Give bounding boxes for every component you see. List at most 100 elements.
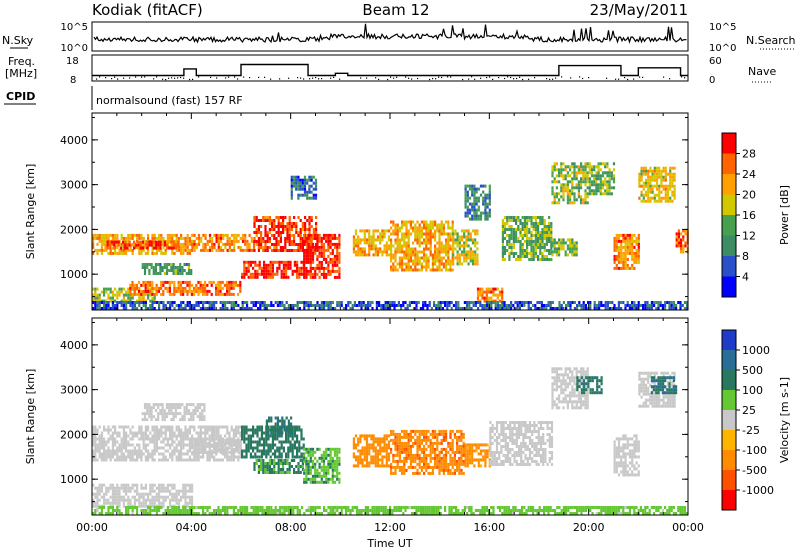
scatter-cell (336, 261, 338, 264)
scatter-cell (259, 304, 261, 307)
scatter-cell (114, 429, 116, 432)
scatter-cell (471, 203, 473, 206)
scatter-cell (647, 194, 649, 197)
scatter-cell (404, 301, 406, 304)
scatter-cell (281, 301, 283, 304)
scatter-cell (173, 453, 175, 456)
scatter-cell (184, 444, 186, 447)
scatter-cell (499, 304, 501, 307)
scatter-cell (521, 301, 523, 304)
scatter-cell (580, 304, 582, 307)
scatter-cell (192, 412, 194, 415)
nave-dot (588, 77, 589, 78)
scatter-cell (434, 248, 436, 251)
scatter-cell (398, 304, 400, 307)
scatter-cell (479, 291, 481, 294)
scatter-cell (190, 418, 192, 421)
scatter-cell (311, 219, 313, 222)
scatter-cell (143, 502, 145, 505)
scatter-cell (169, 429, 171, 432)
scatter-cell (643, 170, 645, 173)
scatter-cell (397, 263, 399, 266)
scatter-cell (565, 253, 567, 256)
scatter-cell (416, 236, 418, 239)
scatter-cell (94, 453, 96, 456)
nave-dot (174, 78, 175, 79)
scatter-cell (381, 232, 383, 235)
scatter-cell (175, 269, 177, 272)
scatter-cell (235, 435, 237, 438)
scatter-cell (501, 301, 503, 304)
scatter-cell (132, 496, 134, 499)
scatter-cell (265, 441, 267, 444)
scatter-cell (179, 269, 181, 272)
scatter-cell (291, 182, 293, 185)
scatter-cell (454, 229, 456, 232)
scatter-cell (224, 451, 226, 454)
scatter-cell (636, 255, 638, 258)
scatter-cell (96, 294, 98, 297)
scatter-cell (449, 269, 451, 272)
scatter-cell (414, 224, 416, 227)
scatter-cell (151, 459, 153, 462)
scatter-cell (401, 224, 403, 227)
scatter-cell (132, 252, 134, 255)
scatter-cell (283, 276, 285, 279)
scatter-cell (279, 301, 281, 304)
scatter-cell (321, 264, 323, 267)
scatter-cell (622, 237, 624, 240)
scatter-cell (206, 293, 208, 296)
scatter-cell (168, 406, 170, 409)
scatter-cell (489, 194, 491, 197)
scatter-cell (287, 261, 289, 264)
scatter-cell (327, 249, 329, 252)
scatter-cell (256, 216, 258, 219)
scatter-cell (114, 490, 116, 493)
scatter-cell (578, 192, 580, 195)
scatter-cell (153, 241, 155, 244)
scatter-cell (226, 293, 228, 296)
scatter-cell (195, 406, 197, 409)
scatter-cell (112, 487, 114, 490)
beam-title: Beam 12 (362, 1, 429, 19)
scatter-cell (616, 249, 618, 252)
scatter-cell (443, 248, 445, 251)
scatter-cell (267, 438, 269, 441)
scatter-cell (390, 242, 392, 245)
scatter-cell (200, 435, 202, 438)
scatter-cell (457, 238, 459, 241)
scatter-cell (638, 301, 640, 304)
scatter-cell (293, 222, 295, 225)
scatter-cell (443, 257, 445, 260)
scatter-cell (536, 301, 538, 304)
scatter-cell (220, 234, 222, 237)
scatter-cell (504, 252, 506, 255)
scatter-cell (562, 244, 564, 247)
scatter-cell (267, 234, 269, 237)
scatter-cell (325, 301, 327, 304)
scatter-cell (94, 304, 96, 307)
scatter-cell (541, 237, 543, 240)
scatter-cell (158, 487, 160, 490)
scatter-cell (217, 287, 219, 290)
scatter-cell (392, 269, 394, 272)
scatter-cell (397, 236, 399, 239)
scatter-cell (265, 435, 267, 438)
scatter-cell (178, 290, 180, 293)
scatter-cell (334, 270, 336, 273)
scatter-cell (241, 429, 243, 432)
scatter-cell (151, 284, 153, 287)
scatter-cell (468, 262, 470, 265)
scatter-cell (515, 234, 517, 237)
scatter-cell (311, 197, 313, 200)
scatter-cell (162, 426, 164, 429)
scatter-cell (618, 240, 620, 243)
nave-dots (96, 76, 685, 80)
scatter-cell (199, 403, 201, 406)
scatter-cell (112, 304, 114, 307)
scatter-cell (296, 264, 298, 267)
scatter-cell (101, 447, 103, 450)
scatter-cell (433, 301, 435, 304)
scatter-cell (171, 453, 173, 456)
scatter-cell (162, 459, 164, 462)
